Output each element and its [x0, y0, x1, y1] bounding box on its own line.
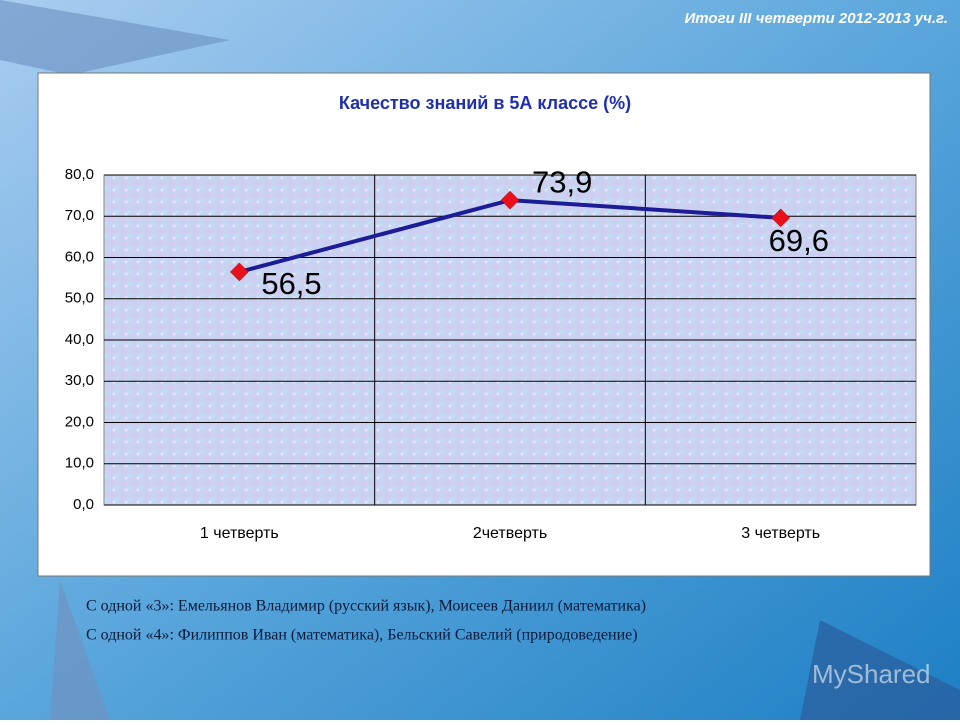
header-title: Итоги III четверти 2012-2013 уч.г. — [684, 10, 948, 27]
marker — [771, 208, 791, 228]
y-tick-label: 80,0 — [65, 166, 94, 183]
note: С одной «3»: Емельянов Владимир (русский… — [86, 598, 646, 615]
y-tick-label: 60,0 — [65, 248, 94, 265]
decor — [50, 580, 110, 720]
chart-title: Качество знаний в 5А классе (%) — [339, 93, 631, 113]
y-tick-label: 70,0 — [65, 207, 94, 224]
y-tick-label: 10,0 — [65, 455, 94, 472]
decor — [0, 0, 230, 75]
x-tick-label: 3 четверть — [741, 525, 820, 542]
marker — [229, 262, 249, 282]
x-tick-label: 1 четверть — [200, 525, 279, 542]
x-tick-label: 2четверть — [473, 525, 547, 542]
y-tick-label: 40,0 — [65, 331, 94, 348]
data-label: 73,9 — [532, 164, 592, 199]
marker — [500, 190, 520, 210]
y-tick-label: 0,0 — [73, 496, 94, 513]
decor — [800, 620, 960, 720]
data-label: 56,5 — [261, 266, 321, 301]
watermark: MyShared — [812, 659, 931, 689]
y-tick-label: 30,0 — [65, 372, 94, 389]
y-tick-label: 20,0 — [65, 413, 94, 430]
note: С одной «4»: Филиппов Иван (математика),… — [86, 627, 638, 644]
data-label: 69,6 — [769, 223, 829, 258]
y-tick-label: 50,0 — [65, 290, 94, 307]
